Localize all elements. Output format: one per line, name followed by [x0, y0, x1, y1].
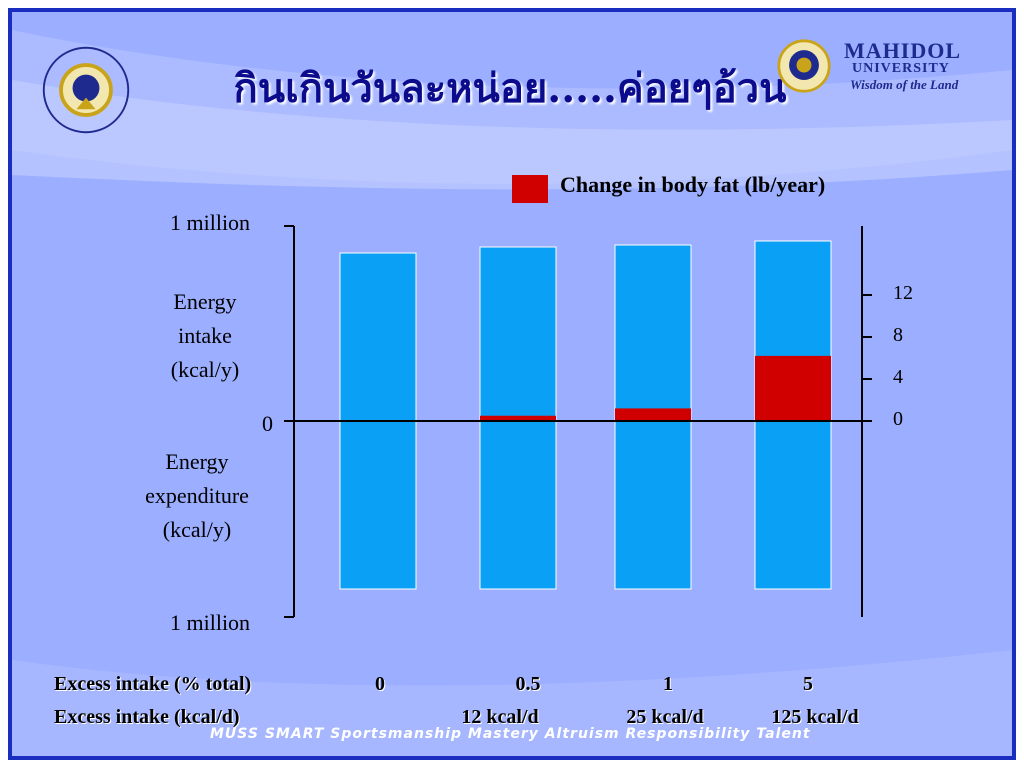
fat-change-bar — [480, 415, 556, 421]
left-axis-zero-label: 0 — [262, 411, 273, 436]
percent-value: 0.5 — [515, 673, 541, 695]
right-axis-tick-label: 0 — [893, 408, 903, 430]
axes-layer — [284, 225, 872, 618]
percent-value: 1 — [663, 673, 673, 695]
intake-bar — [614, 244, 692, 422]
left-axis-top-label: 1 million — [170, 210, 251, 235]
intake-axis-title: Energy intake (kcal/y) — [140, 285, 270, 387]
intake-bar — [479, 246, 557, 422]
university-name: MAHIDOL — [844, 38, 961, 63]
expenditure-bar — [614, 420, 692, 590]
intake-title-line: Energy — [173, 289, 237, 314]
percent-value: 0 — [375, 673, 385, 695]
intake-title-line: intake — [178, 323, 232, 348]
legend-swatch — [512, 175, 548, 203]
background-waves — [12, 30, 1012, 756]
university-motto: Wisdom of the Land — [850, 77, 959, 92]
wave-band — [12, 650, 1012, 756]
fat-change-bar — [755, 355, 831, 421]
kcal-value: 25 kcal/d — [626, 706, 704, 728]
intake-bar — [339, 252, 417, 422]
right-axis-tick-label: 8 — [893, 324, 903, 346]
kcal-value: 12 kcal/d — [461, 706, 539, 728]
row-label-kcal: Excess intake (kcal/d) — [54, 706, 240, 728]
mahidol-seal-logo — [777, 39, 831, 93]
expenditure-title-line: (kcal/y) — [162, 517, 232, 542]
expenditure-title-line: Energy — [165, 449, 229, 474]
percent-value: 5 — [803, 673, 813, 695]
fat-change-bar — [615, 408, 691, 421]
university-subtitle: UNIVERSITY — [852, 61, 950, 76]
footer-values: MUSS SMART Sportsmanship Mastery Altruis… — [210, 726, 811, 742]
kcal-value: 125 kcal/d — [771, 706, 859, 728]
expenditure-bar — [479, 420, 557, 590]
left-axis-bottom-label: 1 million — [170, 610, 251, 635]
bars-layer — [339, 240, 832, 590]
college-seal-logo — [42, 46, 130, 134]
intake-title-line: (kcal/y) — [170, 357, 240, 382]
expenditure-bar — [339, 420, 417, 590]
slide-title: กินเกินวันละหน่อย.....ค่อยๆอ้วน — [233, 65, 787, 112]
expenditure-bar — [754, 420, 832, 590]
expenditure-axis-title: Energy expenditure (kcal/y) — [122, 445, 272, 547]
legend-label: Change in body fat (lb/year) — [560, 172, 826, 197]
right-axis-tick-label: 12 — [893, 282, 913, 304]
row-label-percent: Excess intake (% total) — [54, 673, 252, 695]
wave-band — [12, 80, 1012, 190]
expenditure-title-line: expenditure — [145, 483, 249, 508]
right-axis-tick-label: 4 — [893, 366, 903, 388]
